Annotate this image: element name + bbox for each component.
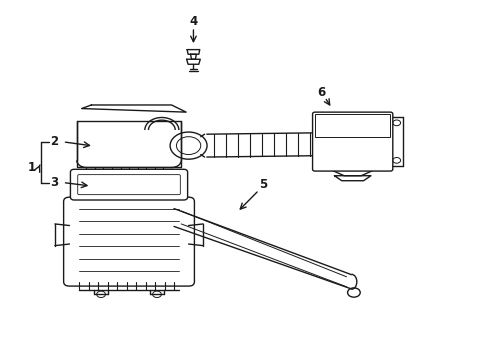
Text: 1: 1 xyxy=(27,161,36,174)
FancyBboxPatch shape xyxy=(78,175,180,195)
FancyBboxPatch shape xyxy=(312,112,392,171)
FancyBboxPatch shape xyxy=(63,197,194,286)
Bar xyxy=(314,114,389,137)
FancyBboxPatch shape xyxy=(70,169,187,200)
Text: 3: 3 xyxy=(50,176,58,189)
Text: 5: 5 xyxy=(258,178,266,191)
Text: 6: 6 xyxy=(317,86,325,99)
Circle shape xyxy=(170,132,206,159)
Text: 4: 4 xyxy=(189,14,197,27)
Text: 2: 2 xyxy=(50,135,58,148)
